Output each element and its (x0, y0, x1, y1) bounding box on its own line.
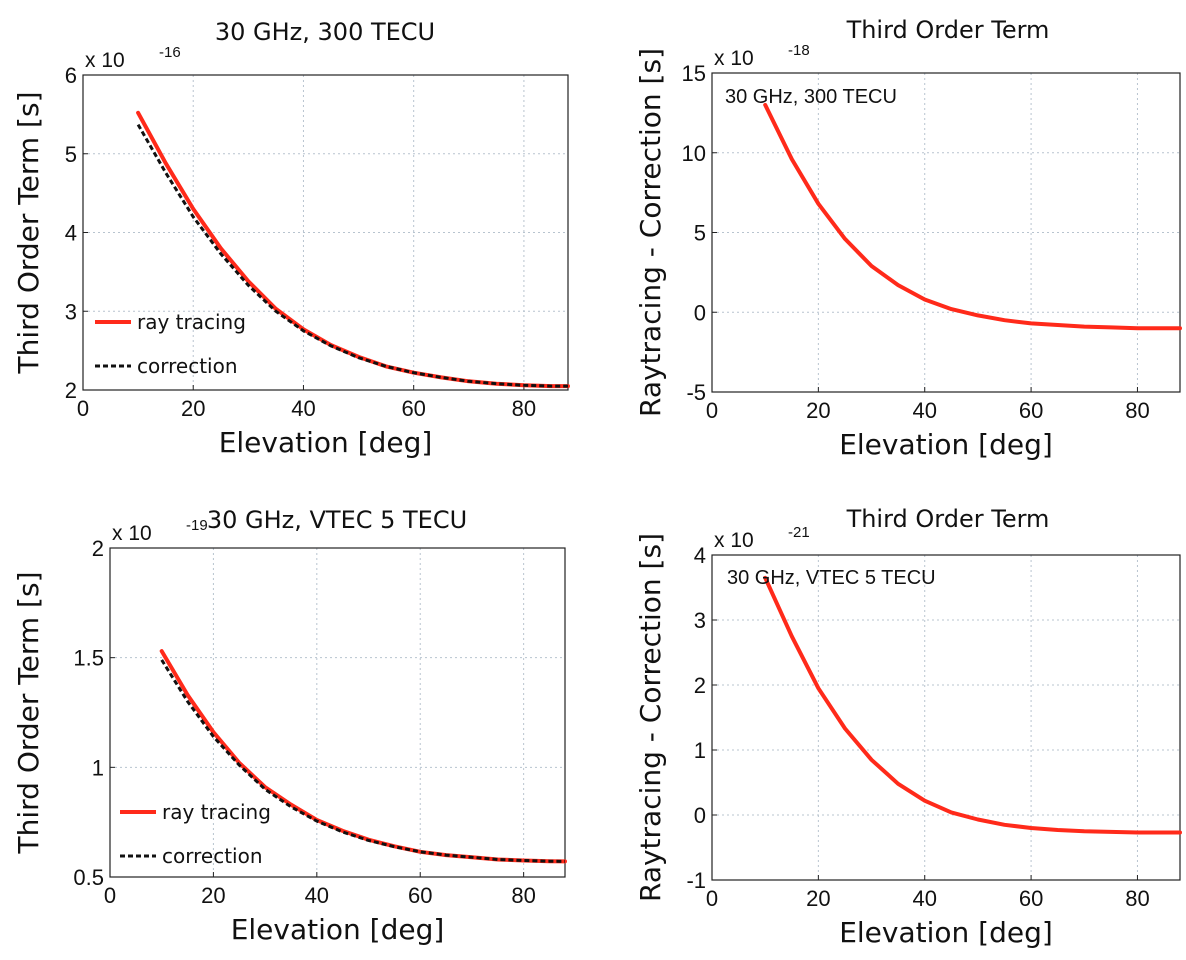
y-tick-label: 2 (694, 673, 706, 698)
x-tick-label: 20 (806, 398, 830, 423)
legend: ray tracing correction (95, 310, 246, 378)
x-axis-label: Elevation [deg] (839, 428, 1053, 461)
x-axis-label: Elevation [deg] (219, 426, 433, 459)
y-axis-label: Raytracing - Correction [s] (634, 48, 667, 417)
legend-label: correction (137, 354, 238, 378)
y-tick-label: 1 (92, 755, 104, 780)
y-tick-label: 6 (65, 63, 77, 88)
y-axis-label: Third Order Term [s] (12, 92, 45, 375)
y-tick-label: 3 (694, 608, 706, 633)
series-line-1 (763, 102, 1182, 331)
x-tick-label: 0 (706, 398, 718, 423)
x-axis-label: Elevation [deg] (231, 913, 445, 946)
x-tick-label: 20 (201, 883, 225, 908)
x-tick-label: 40 (305, 883, 329, 908)
y-tick-label: 2 (65, 378, 77, 403)
chart-title: 30 GHz, 300 TECU (215, 18, 435, 46)
chart-panel-3: 0 20 40 60 80 0.5 1 1.5 2 x 10 -19 30 GHz, VTEC 5 T… (12, 506, 567, 946)
plot-annotation: 30 GHz, VTEC 5 TECU (727, 567, 936, 589)
plot-annotation: 30 GHz, 300 TECU (725, 86, 897, 108)
x-axis-label: Elevation [deg] (839, 916, 1053, 949)
y-axis-label: Third Order Term [s] (12, 572, 45, 855)
y-tick-label: 5 (694, 221, 706, 246)
plot-frame (711, 554, 1181, 881)
series-line-1 (763, 575, 1182, 835)
x-tick-label: 0 (77, 396, 89, 421)
y-tick-label: 4 (694, 543, 706, 568)
y-tick-label: 0.5 (73, 865, 104, 890)
y-tick-label: 0 (694, 803, 706, 828)
axis-multiplier: x 10 (714, 47, 754, 70)
plot-area (110, 548, 565, 877)
x-tick-label: 80 (511, 883, 535, 908)
y-tick-label: 3 (65, 299, 77, 324)
x-tick-label: 60 (408, 883, 432, 908)
legend-label: correction (162, 844, 263, 868)
axis-multiplier-exponent: -21 (788, 524, 810, 541)
axis-multiplier-exponent: -18 (788, 42, 810, 59)
plot-frame (109, 547, 566, 878)
y-tick-label: 0 (694, 300, 706, 325)
chart-title: Third Order Term (846, 16, 1050, 44)
y-tick-label: 10 (682, 141, 706, 166)
x-tick-label: 80 (512, 396, 536, 421)
x-tick-label: 60 (401, 396, 425, 421)
y-tick-label: 4 (65, 221, 77, 246)
x-tick-label: 20 (806, 886, 830, 911)
plot-area (712, 555, 1180, 880)
y-tick-label: 5 (65, 142, 77, 167)
axis-multiplier: x 10 (112, 522, 152, 545)
y-tick-label: 15 (682, 61, 706, 86)
x-tick-label: 20 (181, 396, 205, 421)
y-tick-label: -1 (686, 868, 706, 893)
x-tick-label: 60 (1019, 886, 1043, 911)
chart-title: Third Order Term (846, 505, 1050, 533)
legend-label: ray tracing (137, 310, 246, 334)
chart-title: 30 GHz, VTEC 5 TECU (207, 506, 467, 534)
y-tick-label: 2 (92, 536, 104, 561)
axis-multiplier: x 10 (85, 49, 125, 72)
x-tick-label: 40 (912, 886, 936, 911)
legend-label: ray tracing (162, 800, 271, 824)
x-tick-label: 80 (1125, 398, 1149, 423)
x-tick-label: 40 (291, 396, 315, 421)
y-tick-label: 1 (694, 738, 706, 763)
series-line-correction (160, 659, 566, 863)
x-tick-label: 80 (1125, 886, 1149, 911)
y-tick-label: -5 (686, 380, 706, 405)
x-tick-label: 0 (706, 886, 718, 911)
x-tick-label: 0 (104, 883, 116, 908)
axis-multiplier-exponent: -19 (186, 517, 208, 534)
chart-panel-1: 0 20 40 60 80 2 3 4 5 6 x 10 -16 30 GHz, 300 TECU Ele… (12, 18, 570, 459)
y-axis-label: Raytracing - Correction [s] (634, 533, 667, 902)
axis-multiplier-exponent: -16 (159, 44, 181, 61)
axis-multiplier: x 10 (714, 529, 754, 552)
legend: ray tracing correction (120, 800, 271, 868)
y-tick-label: 1.5 (73, 646, 104, 671)
series-line-correction (136, 123, 568, 388)
x-tick-label: 40 (912, 398, 936, 423)
x-tick-label: 60 (1019, 398, 1043, 423)
